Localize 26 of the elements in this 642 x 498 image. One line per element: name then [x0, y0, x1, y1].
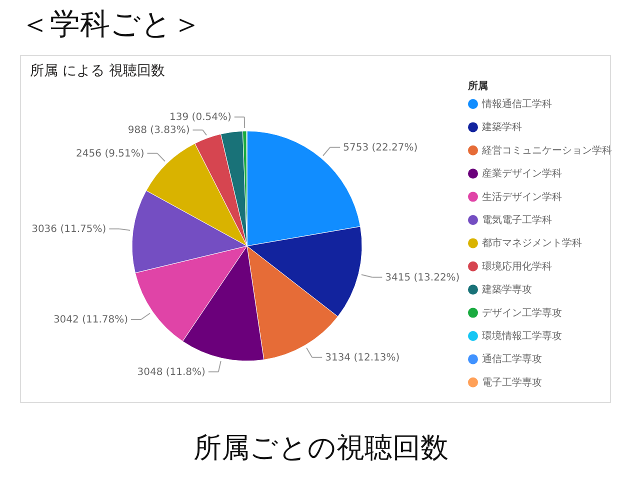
data-label: 3036 (11.75%) — [32, 224, 106, 235]
chart-subtitle: 所属 による 視聴回数 — [30, 63, 165, 79]
data-label: 3415 (13.22%) — [385, 272, 460, 284]
legend-label: 環境応用化学科 — [482, 260, 552, 272]
data-label: 2456 (9.51%) — [76, 148, 144, 160]
data-label: 988 (3.83%) — [128, 125, 190, 136]
legend-label: 生活デザイン学科 — [482, 190, 562, 203]
text: 所属ごとの視聴回数 — [194, 431, 448, 464]
legend-label: 都市マネジメント学科 — [482, 237, 582, 250]
legend-title: 所属 — [467, 80, 488, 92]
legend-label: 建築学専攻 — [481, 284, 532, 296]
data-label: 3134 (12.13%) — [325, 352, 400, 364]
data-label: 3042 (11.78%) — [53, 314, 128, 326]
legend-label: 情報通信工学科 — [481, 98, 552, 110]
legend-label: 環境情報工学専攻 — [482, 330, 562, 342]
chart-title: ＜学科ごと＞ — [20, 7, 202, 42]
data-label: 5753 (22.27%) — [343, 142, 418, 154]
data-label: 139 (0.54%) — [170, 112, 232, 124]
legend-label: 経営コミュニケーション学科 — [481, 144, 612, 156]
legend-label: 通信工学専攻 — [482, 353, 542, 366]
legend-label: 産業デザイン学科 — [482, 168, 562, 180]
legend-label: 建築学科 — [481, 121, 522, 134]
data-label: 3048 (11.8%) — [137, 366, 206, 378]
legend-label: 電気電子工学科 — [482, 214, 552, 226]
legend-label: 電子工学専攻 — [482, 376, 542, 388]
legend-label: デザイン工学専攻 — [482, 306, 562, 319]
